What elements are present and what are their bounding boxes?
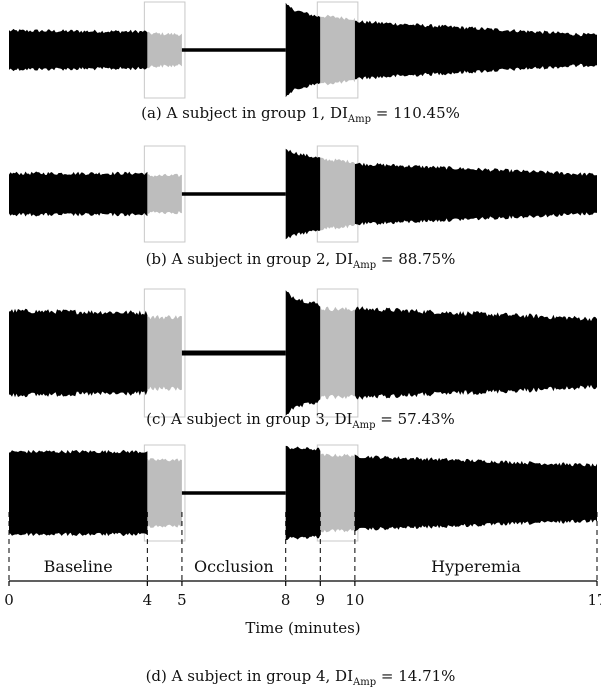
panel-c-signal-segment-6 <box>354 306 597 400</box>
caption-d-prefix: (d) A subject in group 4, DI <box>145 667 354 685</box>
panel-b-signal-segment-1 <box>9 171 148 217</box>
panel-d-signal-segment-5 <box>320 453 355 533</box>
panel-b-signal-segment-4 <box>285 148 321 240</box>
panel-a-signal-segment-5 <box>320 14 355 86</box>
panel-c-signal-segment-5 <box>320 306 355 400</box>
caption-d-value: = 14.71% <box>376 667 456 685</box>
panel-a-signal-segment-4 <box>285 2 321 98</box>
caption-a-sub: Amp <box>347 114 372 125</box>
time-tick-label-8: 8 <box>281 591 291 609</box>
caption-c: (c) A subject in group 3, DIAmp = 57.43% <box>0 410 601 431</box>
panel-c-signal-segment-4 <box>285 290 321 416</box>
panel-b-signal-segment-2 <box>147 173 182 215</box>
phase-label-hyperemia: Hyperemia <box>431 557 521 576</box>
time-tick-label-4: 4 <box>143 591 153 609</box>
caption-b-value: = 88.75% <box>376 250 456 268</box>
panel-a-signal-segment-6 <box>354 20 597 80</box>
panel-b-signal-segment-6 <box>354 162 597 226</box>
caption-b-prefix: (b) A subject in group 2, DI <box>145 250 354 268</box>
panel-b-signal-segment-5 <box>320 157 355 231</box>
time-tick-label-17: 17 <box>587 591 601 609</box>
caption-b: (b) A subject in group 2, DIAmp = 88.75% <box>0 250 601 271</box>
panel-c-signal-segment-2 <box>147 315 182 391</box>
caption-d: (d) A subject in group 4, DIAmp = 14.71% <box>0 667 601 688</box>
time-tick-label-10: 10 <box>345 591 364 609</box>
caption-b-sub: Amp <box>353 260 377 271</box>
time-tick-label-0: 0 <box>4 591 14 609</box>
panel-a-signal-segment-3 <box>181 48 286 52</box>
phase-label-occlusion: Occlusion <box>194 557 274 576</box>
panel-d-signal-segment-1 <box>9 449 148 537</box>
caption-d-sub: Amp <box>353 677 377 688</box>
panel-a-signal-segment-2 <box>147 31 182 69</box>
panel-b-signal-segment-3 <box>181 192 286 196</box>
panel-c-signal-segment-3 <box>181 350 286 356</box>
panel-d-signal-segment-3 <box>181 491 286 495</box>
caption-c-value: = 57.43% <box>375 410 455 428</box>
caption-a: (a) A subject in group 1, DIAmp = 110.45… <box>0 104 601 125</box>
caption-a-prefix: (a) A subject in group 1, DI <box>141 104 348 122</box>
caption-c-prefix: (c) A subject in group 3, DI <box>146 410 353 428</box>
panel-d-signal-segment-2 <box>147 458 182 528</box>
caption-c-sub: Amp <box>352 420 376 431</box>
panel-a-signal-segment-1 <box>9 28 148 72</box>
panel-d-signal-segment-4 <box>285 445 321 541</box>
phase-label-baseline: Baseline <box>44 557 113 576</box>
time-tick-label-9: 9 <box>316 591 326 609</box>
panel-c-signal-segment-1 <box>9 308 148 398</box>
time-tick-label-5: 5 <box>177 591 187 609</box>
time-axis-label: Time (minutes) <box>245 619 360 637</box>
panel-d-signal-segment-6 <box>354 454 597 532</box>
caption-a-value: = 110.45% <box>371 104 460 122</box>
